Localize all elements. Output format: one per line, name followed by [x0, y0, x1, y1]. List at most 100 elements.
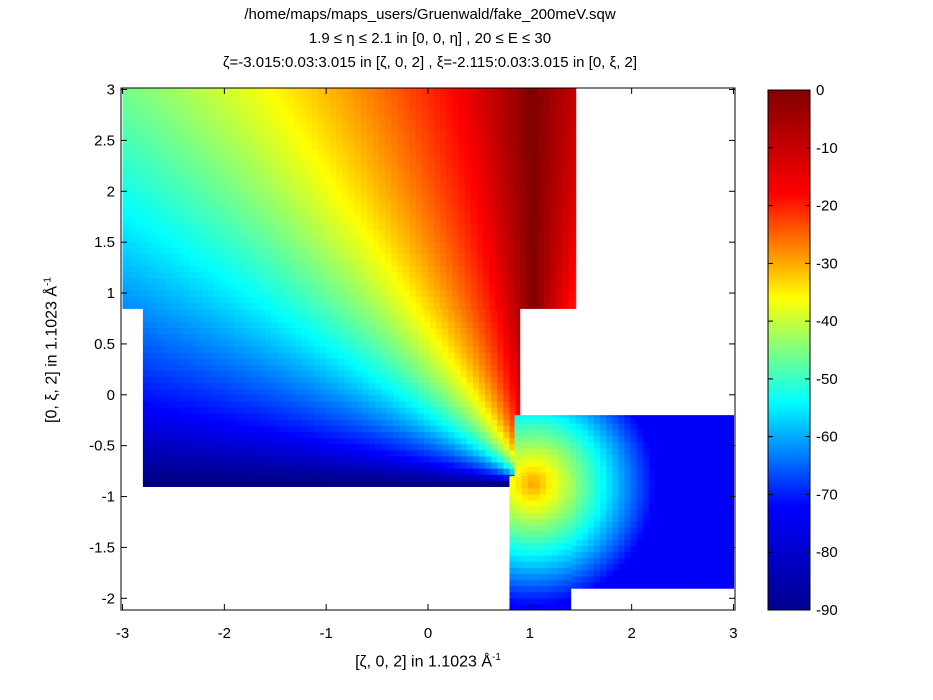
heatmap-cell — [155, 376, 162, 384]
heatmap-cell — [550, 277, 557, 285]
heatmap-cell — [301, 358, 309, 365]
heatmap-cell — [515, 345, 521, 353]
heatmap-cell — [472, 333, 480, 341]
heatmap-cell — [460, 461, 468, 469]
heatmap-cell — [538, 447, 546, 455]
heatmap-cell — [344, 382, 352, 390]
heatmap-cell — [338, 407, 346, 414]
heatmap-cell — [405, 468, 413, 475]
heatmap-cell — [208, 100, 215, 108]
heatmap-cell — [189, 259, 197, 267]
heatmap-cell — [167, 394, 175, 402]
heatmap-cell — [574, 137, 577, 145]
heatmap-cell — [393, 315, 401, 323]
heatmap-cell — [399, 480, 407, 487]
heatmap-cell — [281, 265, 289, 273]
heatmap-cell — [155, 388, 162, 396]
heatmap-cell — [503, 419, 511, 426]
heatmap-cell — [179, 370, 187, 378]
heatmap-cell — [531, 289, 539, 297]
heatmap-cell — [399, 345, 407, 353]
heatmap-cell — [476, 204, 484, 212]
heatmap-cell — [368, 413, 376, 420]
heatmap-cell — [271, 345, 278, 353]
heatmap-cell — [366, 155, 374, 163]
heatmap-cell — [263, 131, 270, 138]
heatmap-cell — [513, 131, 521, 138]
heatmap-cell — [318, 210, 325, 218]
heatmap-cell — [128, 253, 136, 261]
heatmap-cell — [269, 277, 276, 285]
heatmap-cell — [507, 259, 515, 267]
heatmap-cell — [464, 88, 472, 96]
heatmap-cell — [344, 413, 352, 420]
heatmap-cell — [226, 112, 234, 120]
heatmap-cell — [179, 468, 187, 475]
heatmap-cell — [326, 370, 333, 378]
heatmap-cell — [485, 413, 492, 420]
heatmap-cell — [434, 192, 441, 200]
heatmap-cell — [440, 88, 447, 90]
heatmap-cell — [299, 180, 307, 187]
heatmap-cell — [153, 167, 160, 175]
heatmap-cell — [210, 339, 217, 347]
heatmap-cell — [305, 88, 313, 90]
heatmap-cell — [281, 149, 289, 157]
heatmap-cell — [220, 235, 227, 242]
heatmap-cell — [256, 198, 264, 206]
heatmap-cell — [409, 186, 417, 193]
heatmap-cell — [295, 468, 303, 475]
heatmap-cell — [350, 345, 358, 353]
heatmap-cell — [307, 358, 315, 365]
heatmap-cell — [545, 441, 552, 449]
heatmap-cell — [391, 259, 399, 267]
heatmap-cell — [171, 216, 179, 224]
heatmap-cell — [403, 131, 411, 138]
heatmap-cell — [399, 333, 407, 341]
heatmap-cell — [348, 283, 356, 291]
heatmap-cell — [442, 455, 449, 463]
heatmap-cell — [142, 333, 150, 341]
heatmap-cell — [545, 459, 552, 467]
heatmap-cell — [440, 216, 447, 224]
heatmap-cell — [313, 327, 321, 335]
heatmap-cell — [258, 352, 266, 359]
heatmap-cell — [464, 167, 472, 175]
heatmap-cell — [140, 94, 148, 102]
heatmap-cell — [246, 370, 254, 378]
heatmap-cell — [330, 296, 337, 303]
heatmap-cell — [326, 425, 333, 433]
heatmap-cell — [497, 382, 504, 390]
heatmap-cell — [470, 277, 478, 285]
heatmap-cell — [454, 425, 462, 433]
heatmap-cell — [216, 461, 223, 469]
heatmap-cell — [232, 271, 240, 279]
heatmap-cell — [550, 125, 557, 132]
heatmap-cell — [191, 388, 199, 396]
heatmap-cell — [161, 370, 168, 378]
heatmap-cell — [430, 419, 437, 426]
heatmap-cell — [397, 265, 405, 273]
heatmap-cell — [507, 247, 515, 254]
heatmap-cell — [458, 149, 466, 157]
heatmap-cell — [393, 321, 401, 329]
heatmap-cell — [222, 455, 230, 463]
heatmap-cell — [226, 210, 234, 218]
heatmap-cell — [324, 216, 331, 224]
heatmap-cell — [311, 204, 319, 212]
heatmap-cell — [417, 455, 425, 463]
heatmap-cell — [442, 407, 449, 414]
heatmap-cell — [281, 155, 289, 163]
heatmap-cell — [305, 198, 313, 206]
heatmap-cell — [385, 131, 392, 138]
heatmap-cell — [185, 327, 193, 335]
heatmap-cell — [142, 455, 150, 463]
heatmap-cell — [375, 425, 382, 433]
heatmap-cell — [263, 216, 270, 224]
heatmap-cell — [497, 400, 504, 408]
heatmap-cell — [464, 265, 472, 273]
heatmap-cell — [491, 309, 498, 317]
heatmap-cell — [417, 400, 425, 408]
heatmap-cell — [167, 358, 175, 365]
heatmap-cell — [183, 119, 191, 126]
